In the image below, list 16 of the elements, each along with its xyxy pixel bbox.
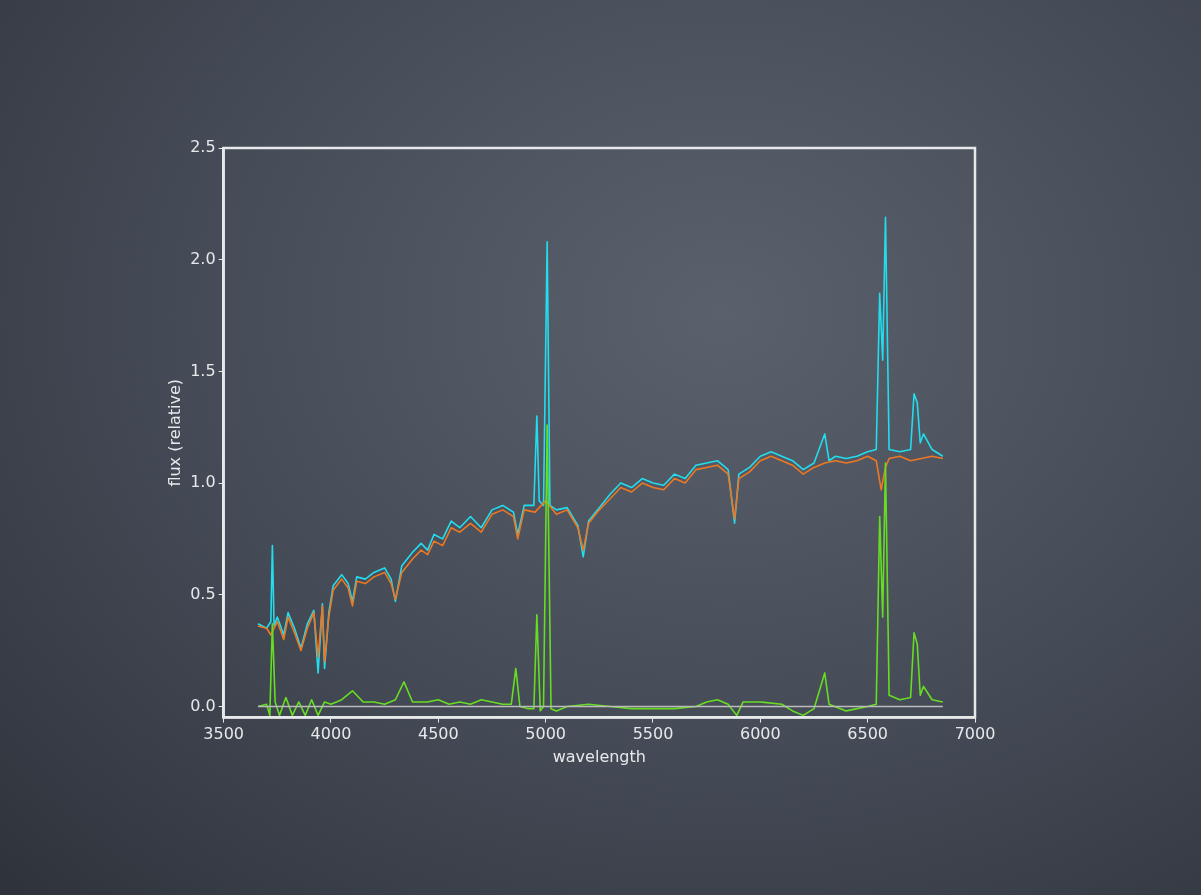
y-tick-label: 0.5: [190, 583, 216, 603]
x-axis-title: wavelength: [552, 746, 646, 766]
x-tick-label: 6000: [739, 724, 781, 744]
y-tick-label: 0.0: [190, 695, 216, 715]
x-tick-label: 4000: [310, 724, 352, 744]
x-tick-label: 5000: [525, 724, 567, 744]
y-tick-label: 1.0: [190, 472, 216, 492]
x-tick-label: 4500: [417, 724, 459, 744]
x-tick-label: 6500: [847, 724, 889, 744]
x-tick-label: 3500: [203, 724, 244, 744]
x-tick-label: 7000: [954, 724, 996, 744]
y-tick-label: 2.5: [190, 137, 216, 157]
y-tick-label: 1.5: [190, 360, 216, 380]
x-tick-label: 5500: [632, 724, 674, 744]
y-axis-title: flux (relative): [164, 379, 184, 487]
y-tick-label: 2.0: [190, 248, 216, 268]
